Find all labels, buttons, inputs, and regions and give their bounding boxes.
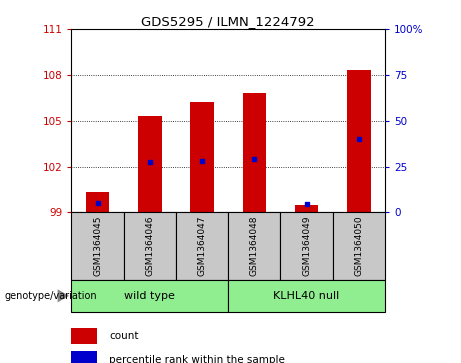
Text: KLHL40 null: KLHL40 null [273, 291, 340, 301]
Text: GSM1364047: GSM1364047 [198, 216, 207, 276]
Text: GSM1364048: GSM1364048 [250, 216, 259, 276]
Text: GSM1364050: GSM1364050 [355, 216, 363, 276]
Title: GDS5295 / ILMN_1224792: GDS5295 / ILMN_1224792 [142, 15, 315, 28]
Bar [124, 212, 176, 280]
Text: percentile rank within the sample: percentile rank within the sample [109, 355, 285, 363]
Text: GSM1364045: GSM1364045 [93, 216, 102, 276]
Bar [176, 212, 228, 280]
Bar [86, 192, 109, 212]
Bar [333, 212, 385, 280]
Bar [295, 205, 318, 212]
Bar [347, 70, 371, 212]
Text: GSM1364046: GSM1364046 [145, 216, 154, 276]
Bar [280, 212, 333, 280]
Bar [228, 280, 385, 312]
Text: GSM1364049: GSM1364049 [302, 216, 311, 276]
Bar [138, 116, 161, 212]
Text: count: count [109, 331, 139, 341]
Text: wild type: wild type [124, 291, 175, 301]
Text: genotype/variation: genotype/variation [5, 291, 97, 301]
Bar [242, 93, 266, 212]
Bar [228, 212, 280, 280]
Bar [71, 328, 96, 344]
Bar [71, 351, 96, 363]
Bar [190, 102, 214, 212]
Bar [71, 212, 124, 280]
Bar [71, 280, 228, 312]
